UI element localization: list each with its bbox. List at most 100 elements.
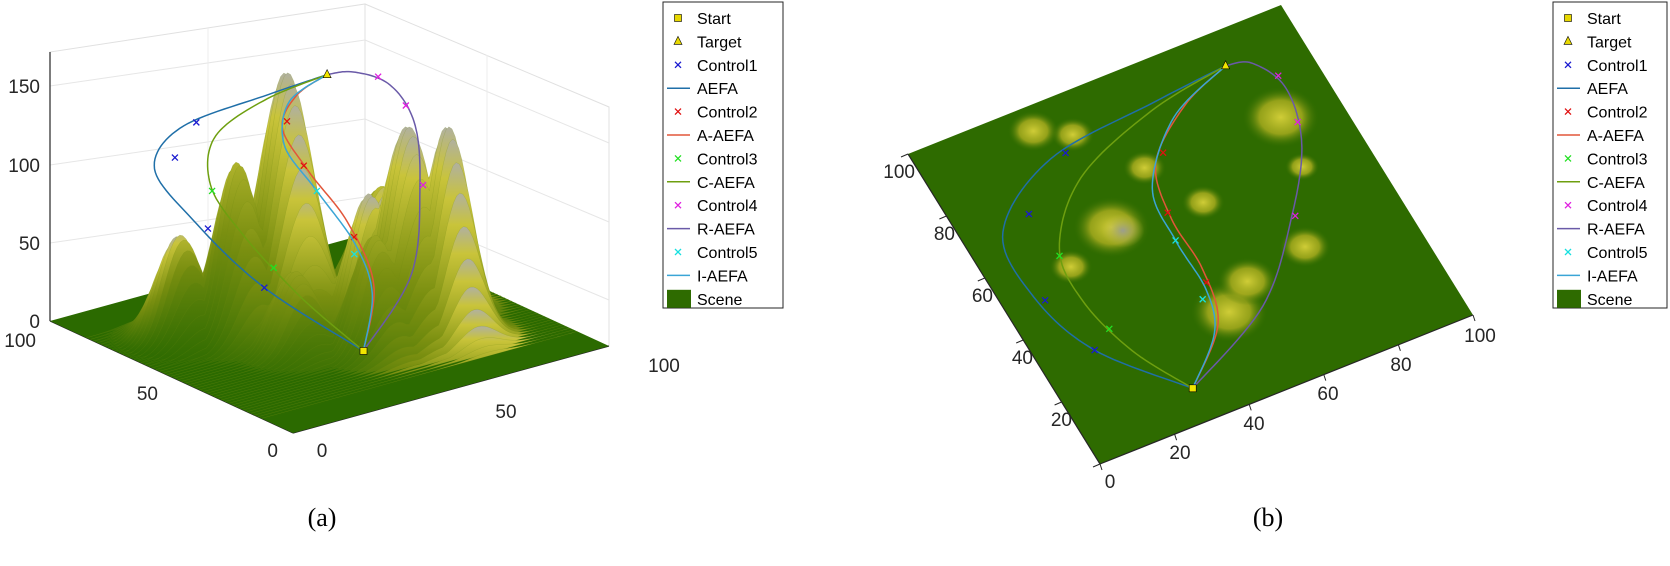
panel-a-z-tick: 0 — [29, 312, 40, 333]
panel-b-caption: (b) — [1253, 503, 1283, 532]
legend-label: Control3 — [1587, 151, 1648, 168]
legend-label: Start — [697, 11, 731, 28]
panel-a-z-tick: 100 — [8, 156, 40, 177]
panel-b-x-tick-mark — [1099, 463, 1103, 471]
panel-b: 0 20 40 60 80 100 20 40 60 80 100 (b) — [883, 5, 1496, 532]
legend-label: C-AEFA — [697, 175, 755, 192]
legend-label: R-AEFA — [1587, 222, 1645, 239]
panel-b-x-tick-mark — [1397, 344, 1401, 351]
legend-label: Control2 — [697, 105, 758, 122]
legend-swatch — [674, 61, 682, 69]
legend-swatch — [674, 14, 682, 22]
legend-label: Scene — [697, 292, 742, 309]
panel-a-caption: (a) — [308, 503, 337, 532]
panel-a-back-wall-right — [364, 3, 610, 346]
panel-a-surface-slice — [261, 331, 578, 419]
panel-b-obstacle — [1181, 185, 1225, 220]
panel-b-x-tick-mark — [1174, 434, 1178, 441]
legend-label: Control4 — [1587, 198, 1648, 215]
legend-label: I-AEFA — [1587, 268, 1638, 285]
panel-b-y-tick-mark — [939, 215, 947, 220]
panel-b-x-tick: 40 — [1243, 414, 1264, 435]
panel-b-y-tick: 100 — [883, 162, 915, 183]
panel-a-start-marker — [359, 347, 368, 355]
legend-swatch — [1557, 289, 1581, 308]
panel-b-control-marker — [1105, 325, 1113, 333]
panel-a-control-marker — [283, 117, 291, 125]
panel-b-y-tick: 60 — [972, 286, 993, 307]
panel-a-y-tick: 0 — [267, 441, 278, 462]
panel-a-control-marker — [204, 225, 212, 233]
panel-b-y-tick-mark — [1054, 401, 1062, 406]
legend-swatch — [1564, 61, 1572, 69]
legend-a: Start Target Control1 AEFA Control2 A-AEFA Con… — [662, 1, 784, 309]
panel-a-control-marker — [313, 187, 321, 195]
panel-b-obstacle — [1051, 117, 1095, 152]
panel-a-path-r-aefa — [327, 70, 421, 352]
panel-b-y-tick: 20 — [1051, 410, 1072, 431]
legend-label: Target — [697, 34, 742, 51]
legend-label: A-AEFA — [697, 128, 754, 145]
panel-b-plane — [908, 5, 1473, 464]
panel-a-y-tick: 50 — [137, 384, 158, 405]
panel-b-y-tick-mark — [1016, 339, 1024, 344]
legend-swatch — [1564, 201, 1572, 209]
panel-b-x-tick: 80 — [1390, 355, 1411, 376]
panel-a-control-marker — [171, 154, 179, 162]
panel-b-obstacle — [1217, 257, 1278, 306]
panel-a-x-tick: 50 — [495, 402, 516, 423]
panel-a-control-marker — [192, 118, 200, 126]
legend-a-box — [662, 1, 784, 309]
panel-a-control-marker — [350, 250, 358, 258]
legend-label: Control1 — [697, 58, 758, 75]
panel-b-x-tick-mark — [1472, 314, 1476, 322]
panel-a-control-marker — [374, 73, 382, 81]
panel-b-x-tick-mark — [1323, 374, 1327, 381]
panel-b-obstacle — [1279, 226, 1331, 268]
panel-b-control-marker — [1041, 296, 1049, 304]
legend-swatch — [1564, 248, 1572, 256]
panel-a-x-tick: 100 — [648, 356, 680, 377]
panel-a-path-a-aefa — [281, 73, 375, 352]
legend-swatch — [674, 108, 682, 116]
panel-b-control-marker — [1172, 237, 1180, 244]
panel-b-y-tick: 80 — [934, 224, 955, 245]
panel-b-control-marker — [1091, 346, 1099, 354]
panel-a-x-tick: 0 — [317, 441, 328, 462]
panel-b-control-marker — [1199, 295, 1207, 303]
panel-b-y-axis — [907, 153, 1101, 465]
panel-b-x-tick: 0 — [1105, 472, 1116, 493]
legend-label: Control1 — [1587, 58, 1648, 75]
panel-a-path-c-aefa — [206, 73, 364, 352]
panel-b-control-marker — [1062, 149, 1069, 157]
legend-swatch — [667, 289, 691, 308]
legend-swatch — [674, 154, 682, 162]
legend-swatch — [1564, 108, 1572, 116]
panel-b-control-marker — [1164, 209, 1172, 217]
panel-a-paths — [153, 68, 427, 355]
panel-b-target-marker — [1221, 60, 1231, 70]
panel-a-control-marker — [402, 102, 410, 109]
panel-b-axes — [907, 153, 1474, 465]
panel-b-control-marker — [1294, 118, 1302, 126]
panel-b-control-marker — [1159, 149, 1167, 157]
panel-a-z-tick: 150 — [8, 77, 40, 98]
panel-b-y-tick: 40 — [1012, 348, 1033, 369]
legend-swatch — [1564, 154, 1572, 162]
panel-b-obstacle — [1049, 249, 1093, 284]
panel-b-control-marker — [1025, 210, 1033, 218]
legend-swatch — [1563, 35, 1573, 45]
panel-b-paths — [1001, 60, 1303, 393]
panel-a-y-tick: 100 — [4, 331, 36, 352]
panel-b-obstacle-core — [1101, 213, 1145, 248]
legend-swatch — [673, 35, 683, 45]
legend-label: A-AEFA — [1587, 128, 1644, 145]
panel-a-target-marker — [322, 68, 332, 78]
panel-b-obstacle — [1007, 110, 1060, 152]
legend-label: R-AEFA — [697, 222, 755, 239]
panel-b-ticks — [900, 153, 1476, 471]
panel-b-obstacle — [1242, 86, 1320, 148]
panel-b-path-r-aefa — [1192, 61, 1303, 389]
panel-b-control-marker — [1291, 212, 1299, 220]
panel-b-control-marker — [1274, 72, 1282, 80]
